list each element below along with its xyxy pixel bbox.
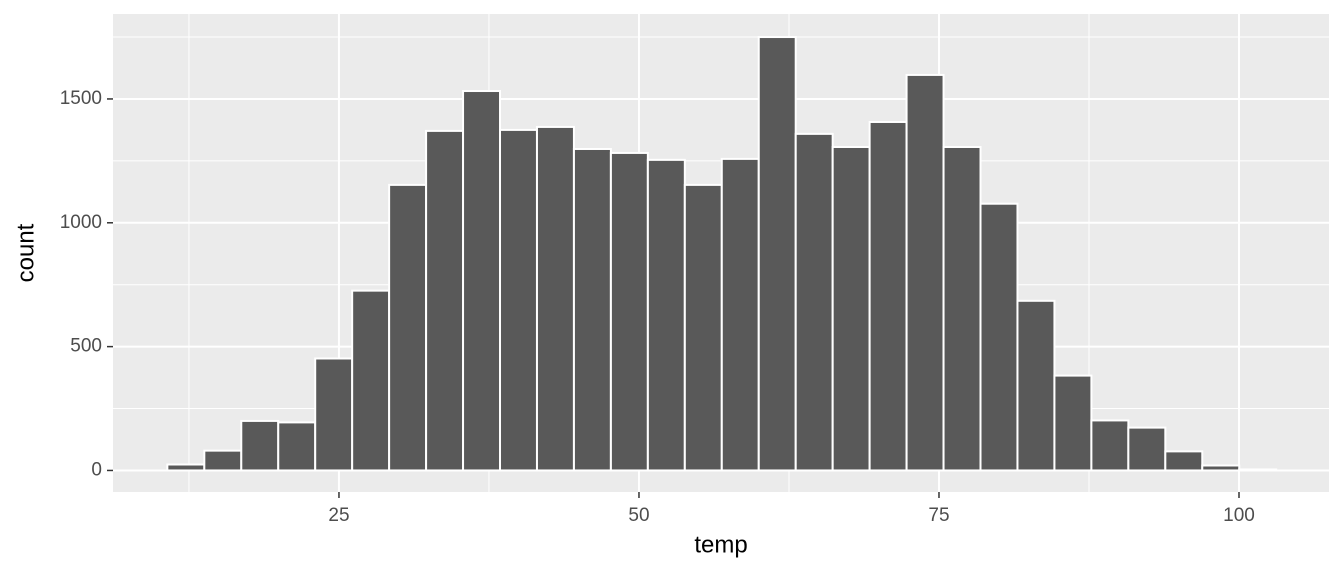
bar: [1090, 419, 1130, 472]
y-tick-label: 1500: [60, 88, 102, 109]
bar: [535, 125, 575, 472]
y-tick-label: 0: [91, 459, 102, 480]
bar: [388, 183, 428, 472]
x-tick-label: 100: [1223, 505, 1255, 526]
y-tick-label: 1000: [60, 212, 102, 233]
bar: [314, 357, 354, 472]
bar: [277, 421, 317, 472]
y-tick-label: 500: [70, 336, 102, 357]
bar: [499, 128, 538, 472]
x-tick-label: 50: [628, 505, 649, 526]
bar: [351, 289, 391, 472]
bar: [683, 183, 723, 472]
bar: [646, 158, 686, 472]
bar: [1201, 464, 1241, 472]
bar: [905, 73, 945, 472]
bar: [720, 157, 760, 472]
bar: [757, 36, 797, 472]
bar: [1053, 374, 1093, 472]
bar: [203, 449, 243, 472]
bar: [425, 129, 465, 472]
bar: [1164, 450, 1204, 472]
bar: [572, 147, 612, 472]
bar: [240, 419, 280, 472]
bar: [1127, 426, 1167, 472]
bar: [794, 132, 834, 472]
bar: [979, 202, 1019, 472]
bars: [166, 36, 1278, 472]
bar: [166, 463, 206, 472]
x-tick-label: 25: [328, 505, 349, 526]
bar: [462, 90, 502, 472]
bar: [609, 151, 649, 472]
bar: [1238, 468, 1278, 472]
bar: [868, 120, 908, 472]
x-axis-title: temp: [694, 531, 747, 558]
x-tick-label: 75: [928, 505, 949, 526]
bar: [942, 145, 982, 472]
y-axis-title: count: [12, 223, 39, 282]
bar: [831, 145, 871, 472]
bar: [1016, 299, 1056, 472]
